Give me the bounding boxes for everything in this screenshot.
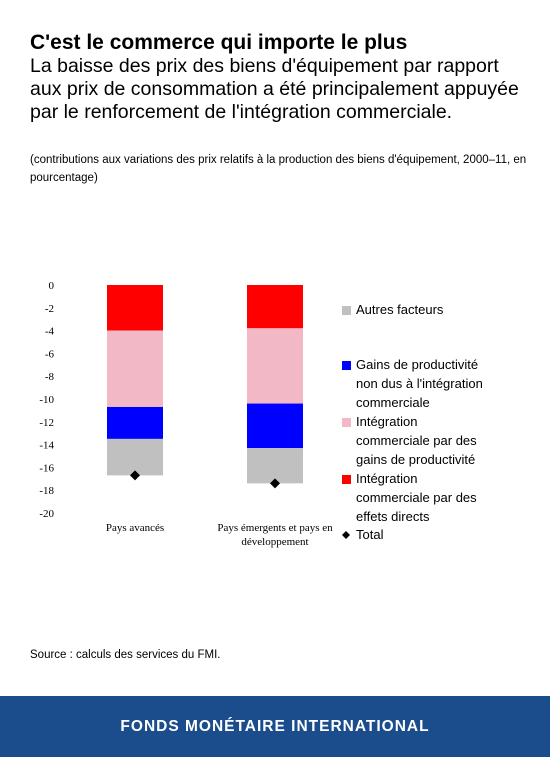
chart-area: 0 -2 -4 -6 -8 -10 -12 -14 -16 -18 -20 Pays avancés P… [39,280,483,548]
legend-label: Intégration [356,414,417,429]
legend-label: Autres facteurs [356,302,444,317]
legend-label: commerciale par des [356,433,477,448]
legend-label: Total [356,527,384,542]
source-note: Source : calculs des services du FMI. [30,649,221,661]
y-tick-label: -16 [39,462,54,474]
bar-segment [107,406,163,439]
y-tick-label: -14 [39,440,54,452]
y-tick-label: -8 [45,371,55,383]
y-tick-label: 0 [49,280,55,292]
chart-note: (contributions aux variations des prix r… [30,154,527,184]
bar-segment [247,285,303,329]
bar-segment [107,438,163,476]
legend-swatch [342,475,351,484]
legend-swatch [342,306,351,315]
x-category-label: développement [241,536,308,548]
bar-segment [247,328,303,404]
bar-segment [247,448,303,484]
total-marker [270,478,280,489]
legend-label: commerciale [356,395,430,410]
legend-marker-total [342,531,350,539]
footer-label: FONDS MONÉTAIRE INTERNATIONAL [120,717,430,735]
legend-swatch [342,418,351,427]
y-tick-label: -2 [45,303,54,315]
chart-title: C'est le commerce qui importe le plus [30,31,408,54]
y-tick-label: -10 [39,394,54,406]
legend-label: Intégration [356,471,417,486]
legend-label: Gains de productivité [356,357,478,372]
legend-label: gains de productivité [356,452,475,467]
y-tick-label: -6 [45,348,55,360]
legend-label: effets directs [356,509,430,524]
bar-segment [107,285,163,331]
footer-banner: FONDS MONÉTAIRE INTERNATIONAL [0,696,550,757]
legend-label: commerciale par des [356,490,477,505]
bar-segment [107,330,163,407]
chart-subtitle: La baisse des prix des biens d'équipemen… [30,55,519,123]
y-tick-label: -12 [39,417,54,429]
x-category-label: Pays émergents et pays en [217,522,333,534]
legend-label: non dus à l'intégration [356,376,483,391]
y-tick-label: -18 [39,485,54,497]
y-tick-label: -20 [39,508,54,520]
legend-swatch [342,361,351,370]
total-marker [130,470,140,481]
x-category-label: Pays avancés [106,522,164,534]
bar-segment [247,403,303,449]
y-tick-label: -4 [45,326,55,338]
